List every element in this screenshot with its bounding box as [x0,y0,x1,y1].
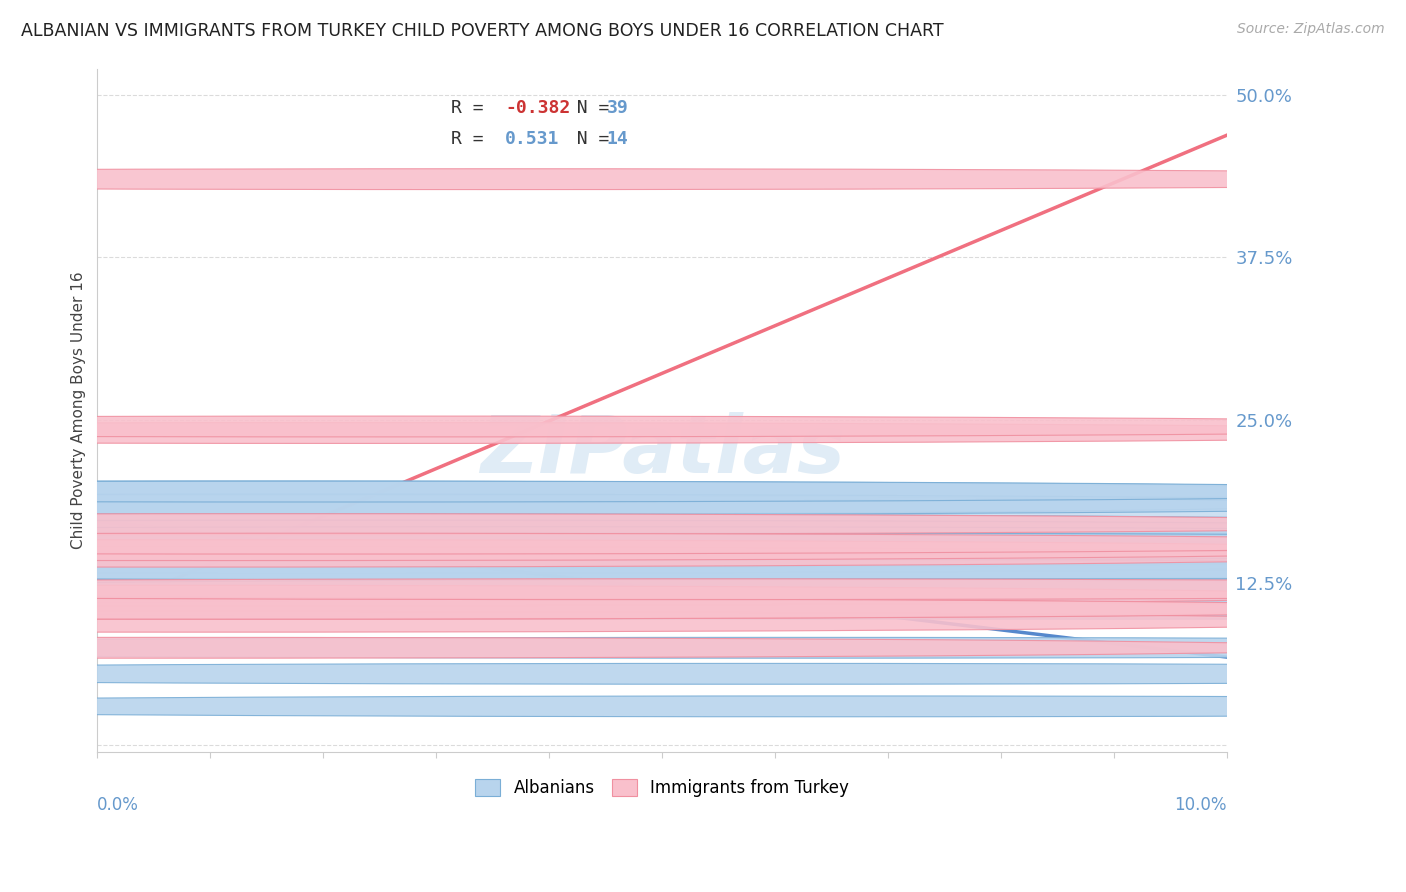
Ellipse shape [0,495,1406,541]
Ellipse shape [0,591,1406,613]
Ellipse shape [0,520,1406,541]
Ellipse shape [0,546,1379,567]
Ellipse shape [0,494,1406,515]
Ellipse shape [0,533,1406,554]
Ellipse shape [0,514,1406,534]
Ellipse shape [0,416,1406,437]
Text: -0.382: -0.382 [505,99,571,117]
Ellipse shape [0,664,1406,684]
Ellipse shape [0,540,1406,560]
Ellipse shape [0,599,1406,619]
Ellipse shape [0,638,1406,658]
Ellipse shape [0,520,1406,541]
Ellipse shape [0,696,1406,717]
Ellipse shape [0,579,1406,599]
Ellipse shape [0,611,1406,632]
Text: ALBANIAN VS IMMIGRANTS FROM TURKEY CHILD POVERTY AMONG BOYS UNDER 16 CORRELATION: ALBANIAN VS IMMIGRANTS FROM TURKEY CHILD… [21,22,943,40]
Ellipse shape [0,599,1406,619]
Ellipse shape [0,559,1406,580]
Ellipse shape [0,553,1406,574]
Ellipse shape [0,533,1406,554]
Text: N =: N = [555,99,620,117]
Ellipse shape [0,638,1379,658]
Ellipse shape [0,526,1406,548]
Y-axis label: Child Poverty Among Boys Under 16: Child Poverty Among Boys Under 16 [72,271,86,549]
Ellipse shape [0,599,1406,619]
Ellipse shape [0,559,1406,580]
Text: 14: 14 [607,130,628,148]
Ellipse shape [0,481,1406,502]
Ellipse shape [0,533,1406,554]
Text: 0.531: 0.531 [505,130,560,148]
Ellipse shape [0,533,1403,554]
Text: 10.0%: 10.0% [1174,797,1227,814]
Ellipse shape [0,546,1406,567]
Ellipse shape [0,533,1406,554]
Text: R =: R = [451,99,495,117]
Ellipse shape [0,546,1392,567]
Ellipse shape [0,591,1406,613]
Ellipse shape [0,533,1406,554]
Ellipse shape [0,494,1334,515]
Ellipse shape [0,599,1346,619]
Text: Source: ZipAtlas.com: Source: ZipAtlas.com [1237,22,1385,37]
Ellipse shape [0,599,1406,619]
Text: 39: 39 [607,99,628,117]
Ellipse shape [0,481,1406,502]
Text: 0.0%: 0.0% [97,797,139,814]
Ellipse shape [0,169,1406,190]
Ellipse shape [0,579,1406,599]
Ellipse shape [0,520,1406,541]
Ellipse shape [0,423,1406,443]
Ellipse shape [0,481,1406,502]
Text: ZIPatlas: ZIPatlas [479,412,845,491]
Ellipse shape [0,540,1406,560]
Legend: Albanians, Immigrants from Turkey: Albanians, Immigrants from Turkey [467,771,858,805]
Ellipse shape [0,533,1406,554]
Ellipse shape [0,514,1406,534]
Ellipse shape [0,533,1406,554]
Ellipse shape [0,540,1406,560]
Text: N =: N = [555,130,620,148]
Ellipse shape [0,546,1406,567]
Ellipse shape [0,546,1406,567]
Ellipse shape [0,553,1406,574]
Ellipse shape [0,579,1406,599]
Ellipse shape [0,546,1392,567]
Text: R =: R = [451,130,495,148]
Ellipse shape [0,533,1368,554]
Ellipse shape [0,585,1357,607]
Ellipse shape [0,579,1406,599]
